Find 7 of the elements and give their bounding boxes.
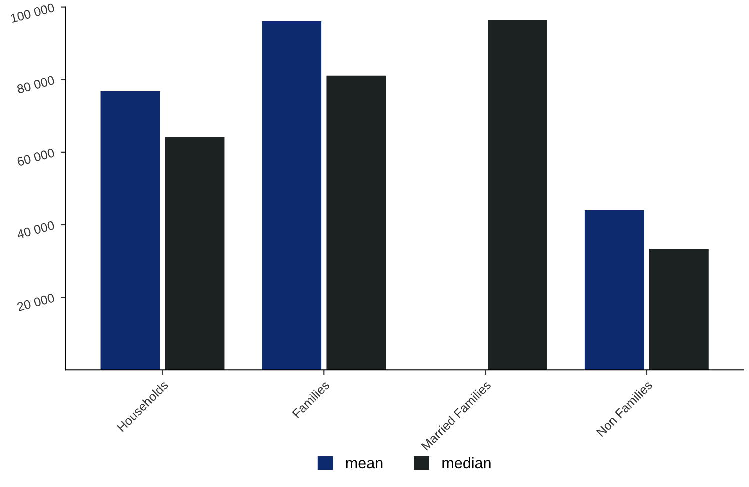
y-tick-label: 40 000	[16, 220, 56, 240]
legend-label: mean	[346, 460, 383, 469]
y-tick-label: 80 000	[16, 76, 56, 94]
legend-label: median	[442, 457, 491, 469]
y-tick-label: 100 000	[10, 3, 56, 24]
y-tick-label: 60 000	[16, 148, 56, 166]
y-tick-label: 20 000	[16, 293, 56, 312]
